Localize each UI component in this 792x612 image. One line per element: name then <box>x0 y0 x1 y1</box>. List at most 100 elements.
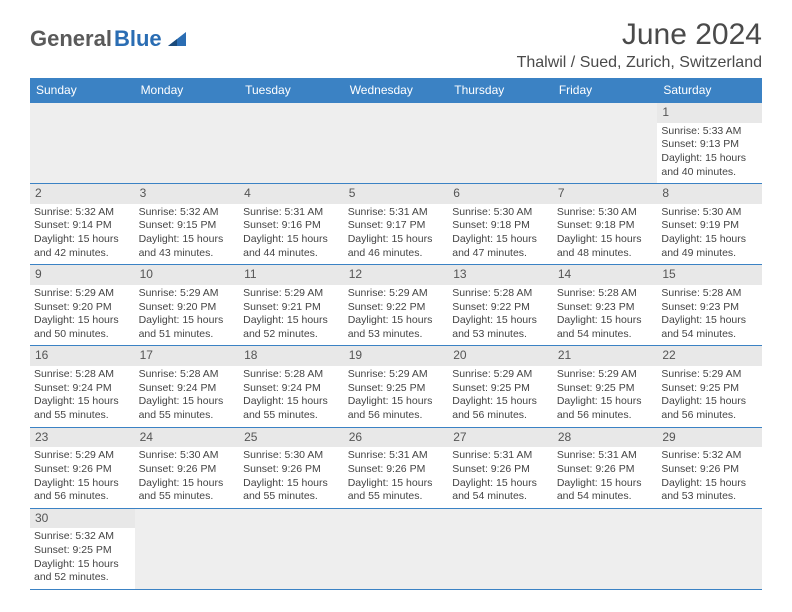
calendar-cell: 6Sunrise: 5:30 AMSunset: 9:18 PMDaylight… <box>448 184 553 265</box>
daylight-text: Daylight: 15 hours <box>557 233 654 247</box>
daylight-text: and 47 minutes. <box>452 247 549 261</box>
sunset-text: Sunset: 9:13 PM <box>661 138 758 152</box>
day-number-empty <box>30 103 135 123</box>
calendar-cell: 1Sunrise: 5:33 AMSunset: 9:13 PMDaylight… <box>657 103 762 184</box>
calendar-cell: 13Sunrise: 5:28 AMSunset: 9:22 PMDayligh… <box>448 265 553 346</box>
day-number: 6 <box>448 184 553 204</box>
daylight-text: Daylight: 15 hours <box>557 395 654 409</box>
daylight-text: Daylight: 15 hours <box>661 477 758 491</box>
day-number: 8 <box>657 184 762 204</box>
daylight-text: Daylight: 15 hours <box>661 233 758 247</box>
sunrise-text: Sunrise: 5:28 AM <box>452 287 549 301</box>
daylight-text: and 50 minutes. <box>34 328 131 342</box>
sunrise-text: Sunrise: 5:32 AM <box>661 449 758 463</box>
daylight-text: and 56 minutes. <box>348 409 445 423</box>
day-number: 18 <box>239 346 344 366</box>
sunset-text: Sunset: 9:25 PM <box>348 382 445 396</box>
calendar-week-row: 9Sunrise: 5:29 AMSunset: 9:20 PMDaylight… <box>30 265 762 346</box>
sunrise-text: Sunrise: 5:31 AM <box>557 449 654 463</box>
daylight-text: Daylight: 15 hours <box>34 477 131 491</box>
daylight-text: Daylight: 15 hours <box>557 314 654 328</box>
brand-logo: General Blue <box>30 26 188 52</box>
sunset-text: Sunset: 9:19 PM <box>661 219 758 233</box>
calendar-cell: 27Sunrise: 5:31 AMSunset: 9:26 PMDayligh… <box>448 427 553 508</box>
daylight-text: and 43 minutes. <box>139 247 236 261</box>
sunrise-text: Sunrise: 5:30 AM <box>243 449 340 463</box>
sunset-text: Sunset: 9:26 PM <box>557 463 654 477</box>
daylight-text: Daylight: 15 hours <box>661 395 758 409</box>
calendar-week-row: 23Sunrise: 5:29 AMSunset: 9:26 PMDayligh… <box>30 427 762 508</box>
daylight-text: and 56 minutes. <box>34 490 131 504</box>
sunrise-text: Sunrise: 5:30 AM <box>661 206 758 220</box>
daylight-text: and 55 minutes. <box>243 490 340 504</box>
calendar-cell <box>344 103 449 184</box>
weekday-header-row: Sunday Monday Tuesday Wednesday Thursday… <box>30 78 762 103</box>
sunrise-text: Sunrise: 5:29 AM <box>452 368 549 382</box>
logo-sail-icon <box>166 30 188 48</box>
calendar-cell: 14Sunrise: 5:28 AMSunset: 9:23 PMDayligh… <box>553 265 658 346</box>
header: General Blue June 2024 Thalwil / Sued, Z… <box>30 18 762 72</box>
calendar-cell: 28Sunrise: 5:31 AMSunset: 9:26 PMDayligh… <box>553 427 658 508</box>
sunrise-text: Sunrise: 5:33 AM <box>661 125 758 139</box>
day-number: 2 <box>30 184 135 204</box>
calendar-cell: 19Sunrise: 5:29 AMSunset: 9:25 PMDayligh… <box>344 346 449 427</box>
sunrise-text: Sunrise: 5:29 AM <box>243 287 340 301</box>
calendar-cell: 11Sunrise: 5:29 AMSunset: 9:21 PMDayligh… <box>239 265 344 346</box>
calendar-cell <box>448 103 553 184</box>
calendar-cell <box>135 508 240 589</box>
sunrise-text: Sunrise: 5:31 AM <box>243 206 340 220</box>
daylight-text: Daylight: 15 hours <box>452 477 549 491</box>
day-number: 7 <box>553 184 658 204</box>
sunset-text: Sunset: 9:17 PM <box>348 219 445 233</box>
day-number-empty <box>553 103 658 123</box>
sunrise-text: Sunrise: 5:32 AM <box>34 206 131 220</box>
daylight-text: and 55 minutes. <box>34 409 131 423</box>
daylight-text: and 51 minutes. <box>139 328 236 342</box>
daylight-text: Daylight: 15 hours <box>348 233 445 247</box>
calendar-cell: 20Sunrise: 5:29 AMSunset: 9:25 PMDayligh… <box>448 346 553 427</box>
sunset-text: Sunset: 9:25 PM <box>557 382 654 396</box>
daylight-text: Daylight: 15 hours <box>139 395 236 409</box>
sunrise-text: Sunrise: 5:29 AM <box>348 368 445 382</box>
day-number: 27 <box>448 428 553 448</box>
day-number: 30 <box>30 509 135 529</box>
daylight-text: and 52 minutes. <box>243 328 340 342</box>
sunset-text: Sunset: 9:24 PM <box>34 382 131 396</box>
page: General Blue June 2024 Thalwil / Sued, Z… <box>0 0 792 600</box>
calendar-week-row: 30Sunrise: 5:32 AMSunset: 9:25 PMDayligh… <box>30 508 762 589</box>
calendar-cell <box>553 103 658 184</box>
day-number: 9 <box>30 265 135 285</box>
calendar-cell: 24Sunrise: 5:30 AMSunset: 9:26 PMDayligh… <box>135 427 240 508</box>
sunrise-text: Sunrise: 5:29 AM <box>661 368 758 382</box>
day-number: 16 <box>30 346 135 366</box>
calendar-cell: 29Sunrise: 5:32 AMSunset: 9:26 PMDayligh… <box>657 427 762 508</box>
daylight-text: and 55 minutes. <box>348 490 445 504</box>
daylight-text: Daylight: 15 hours <box>139 233 236 247</box>
sunset-text: Sunset: 9:26 PM <box>139 463 236 477</box>
daylight-text: and 53 minutes. <box>348 328 445 342</box>
calendar-cell: 17Sunrise: 5:28 AMSunset: 9:24 PMDayligh… <box>135 346 240 427</box>
sunset-text: Sunset: 9:16 PM <box>243 219 340 233</box>
daylight-text: Daylight: 15 hours <box>661 152 758 166</box>
weekday-header: Saturday <box>657 78 762 103</box>
sunset-text: Sunset: 9:22 PM <box>452 301 549 315</box>
day-number: 29 <box>657 428 762 448</box>
sunset-text: Sunset: 9:20 PM <box>34 301 131 315</box>
daylight-text: Daylight: 15 hours <box>34 314 131 328</box>
daylight-text: Daylight: 15 hours <box>139 314 236 328</box>
daylight-text: and 46 minutes. <box>348 247 445 261</box>
day-number: 17 <box>135 346 240 366</box>
calendar-cell <box>657 508 762 589</box>
daylight-text: Daylight: 15 hours <box>661 314 758 328</box>
daylight-text: Daylight: 15 hours <box>34 395 131 409</box>
day-number: 12 <box>344 265 449 285</box>
calendar-cell: 2Sunrise: 5:32 AMSunset: 9:14 PMDaylight… <box>30 184 135 265</box>
day-number: 26 <box>344 428 449 448</box>
sunrise-text: Sunrise: 5:31 AM <box>452 449 549 463</box>
day-number: 15 <box>657 265 762 285</box>
day-number: 24 <box>135 428 240 448</box>
daylight-text: and 54 minutes. <box>557 490 654 504</box>
location-text: Thalwil / Sued, Zurich, Switzerland <box>517 54 762 72</box>
calendar-cell <box>135 103 240 184</box>
calendar-cell: 15Sunrise: 5:28 AMSunset: 9:23 PMDayligh… <box>657 265 762 346</box>
